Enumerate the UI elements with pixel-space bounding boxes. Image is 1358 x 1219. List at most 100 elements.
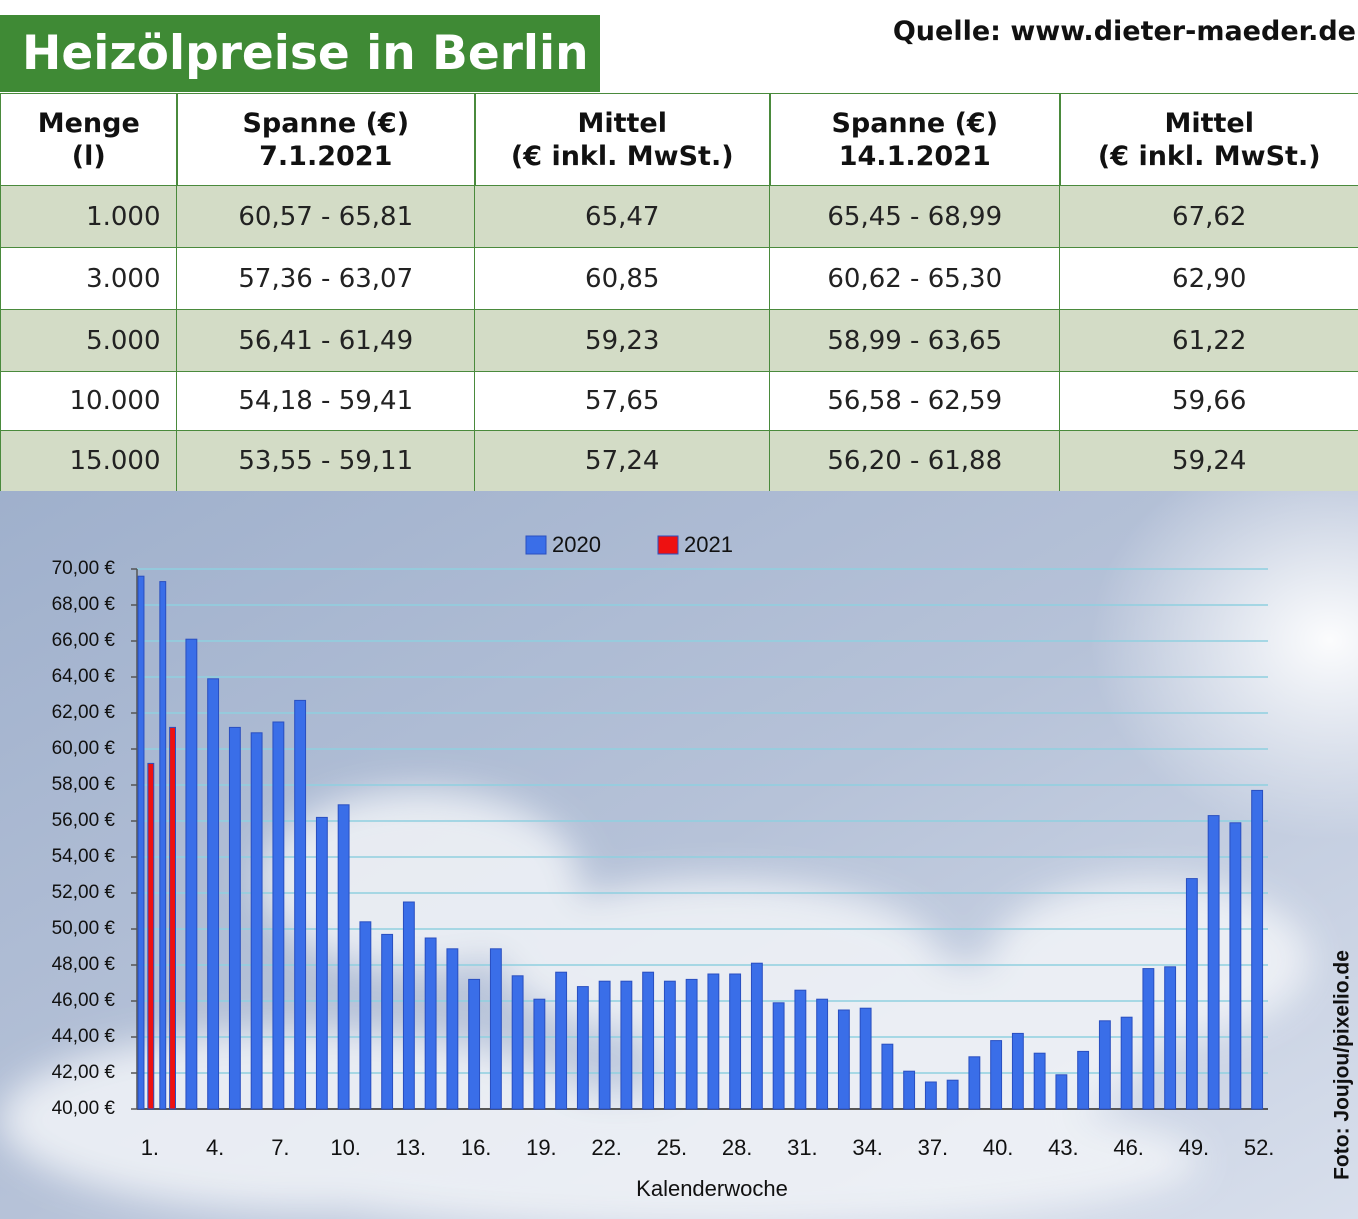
bar — [1098, 1020, 1111, 1110]
table-cell: 15.000 — [0, 430, 178, 493]
bar — [707, 973, 720, 1110]
table-cell: 60,62 - 65,30 — [769, 247, 1061, 311]
y-tick-label: 50,00 € — [52, 918, 116, 939]
table-cell: 56,41 - 61,49 — [176, 309, 476, 373]
bar — [489, 948, 502, 1110]
x-tick-label: 37. — [918, 1135, 949, 1160]
legend-swatch — [657, 535, 679, 555]
bar — [990, 1040, 1003, 1110]
x-tick-label: 25. — [657, 1135, 688, 1160]
table-cell: 57,36 - 63,07 — [176, 247, 476, 311]
bar — [402, 901, 415, 1110]
bar — [598, 980, 611, 1110]
header-line: Spanne (€) — [831, 107, 999, 139]
header-cell: Mittel (€ inkl. MwSt.) — [1059, 93, 1358, 187]
table-cell: 57,65 — [474, 371, 771, 432]
x-tick-label: 46. — [1113, 1135, 1144, 1160]
bar — [794, 989, 807, 1110]
x-tick-label: 7. — [271, 1135, 289, 1160]
bar — [1207, 815, 1220, 1110]
table-cell: 54,18 - 59,41 — [176, 371, 476, 432]
y-tick-label: 44,00 € — [52, 1026, 116, 1047]
table-cell: 10.000 — [0, 371, 178, 432]
bar — [159, 581, 167, 1110]
x-tick-label: 28. — [722, 1135, 753, 1160]
bar — [228, 726, 241, 1110]
bar — [1077, 1050, 1090, 1110]
y-tick-label: 66,00 € — [52, 630, 116, 651]
legend-label: 2020 — [552, 532, 601, 557]
header-line: Mittel — [1164, 107, 1254, 139]
legend-label: 2021 — [684, 532, 733, 557]
x-tick-label: 43. — [1048, 1135, 1079, 1160]
bar — [881, 1043, 894, 1110]
bar — [555, 971, 568, 1110]
bar — [137, 575, 145, 1110]
table-cell: 60,85 — [474, 247, 771, 311]
x-tick-label: 10. — [330, 1135, 361, 1160]
header-line: Spanne (€) — [242, 107, 410, 139]
table-cell: 62,90 — [1059, 247, 1358, 311]
table-cell: 3.000 — [0, 247, 178, 311]
header-cell: Spanne (€) 7.1.2021 — [176, 93, 476, 187]
bar — [685, 978, 698, 1110]
y-tick-label: 56,00 € — [52, 810, 116, 831]
bar — [1120, 1016, 1133, 1110]
bar — [750, 962, 763, 1110]
x-tick-label: 52. — [1244, 1135, 1275, 1160]
y-tick-label: 62,00 € — [52, 702, 116, 723]
bar — [1011, 1032, 1024, 1110]
page-title: Heizölpreise in Berlin — [0, 15, 600, 92]
bar — [185, 638, 198, 1110]
x-tick-label: 4. — [206, 1135, 224, 1160]
y-tick-label: 48,00 € — [52, 954, 116, 975]
bar — [424, 937, 437, 1110]
y-tick-label: 60,00 € — [52, 738, 116, 759]
bar — [1055, 1074, 1068, 1110]
table-cell: 59,23 — [474, 309, 771, 373]
x-tick-label: 1. — [141, 1135, 159, 1160]
header-cell: Mittel (€ inkl. MwSt.) — [474, 93, 771, 187]
table-cell: 58,99 - 63,65 — [769, 309, 1061, 373]
x-tick-label: 22. — [591, 1135, 622, 1160]
x-tick-label: 34. — [852, 1135, 883, 1160]
bar — [207, 678, 220, 1110]
bar — [337, 804, 350, 1110]
x-tick-label: 16. — [461, 1135, 492, 1160]
table-cell: 53,55 - 59,11 — [176, 430, 476, 493]
header-line: Mittel — [577, 107, 667, 139]
y-tick-label: 68,00 € — [52, 594, 116, 615]
y-tick-label: 52,00 € — [52, 882, 116, 903]
y-tick-label: 42,00 € — [52, 1062, 116, 1083]
bar — [772, 1002, 785, 1110]
bar — [381, 933, 394, 1110]
header-line: 7.1.2021 — [259, 140, 393, 172]
bar — [729, 973, 742, 1110]
header-cell: Menge (l) — [0, 93, 178, 187]
table-cell: 56,20 - 61,88 — [769, 430, 1061, 493]
bar — [816, 998, 829, 1110]
bar — [250, 732, 263, 1110]
table-cell: 5.000 — [0, 309, 178, 373]
table-cell: 56,58 - 62,59 — [769, 371, 1061, 432]
bar — [576, 986, 589, 1110]
table-cell: 65,47 — [474, 185, 771, 249]
table-cell: 60,57 - 65,81 — [176, 185, 476, 249]
bar — [859, 1007, 872, 1110]
bar — [147, 762, 155, 1110]
header-line: (€ inkl. MwSt.) — [1097, 140, 1321, 172]
x-axis-label: Kalenderwoche — [636, 1176, 788, 1201]
y-tick-label: 54,00 € — [52, 846, 116, 867]
price-table: Menge (l) Spanne (€) 7.1.2021 Mittel (€ inkl.… — [0, 93, 1358, 493]
bar — [903, 1070, 916, 1110]
bar — [1142, 968, 1155, 1110]
chart: Kalenderwoche Foto: Joujou/pixelio.de 40… — [0, 491, 1358, 1219]
legend-swatch — [525, 535, 547, 555]
bar — [663, 980, 676, 1110]
y-tick-label: 46,00 € — [52, 990, 116, 1011]
x-tick-label: 31. — [787, 1135, 818, 1160]
bar — [294, 699, 307, 1110]
bar — [1185, 878, 1198, 1110]
bar — [837, 1009, 850, 1110]
